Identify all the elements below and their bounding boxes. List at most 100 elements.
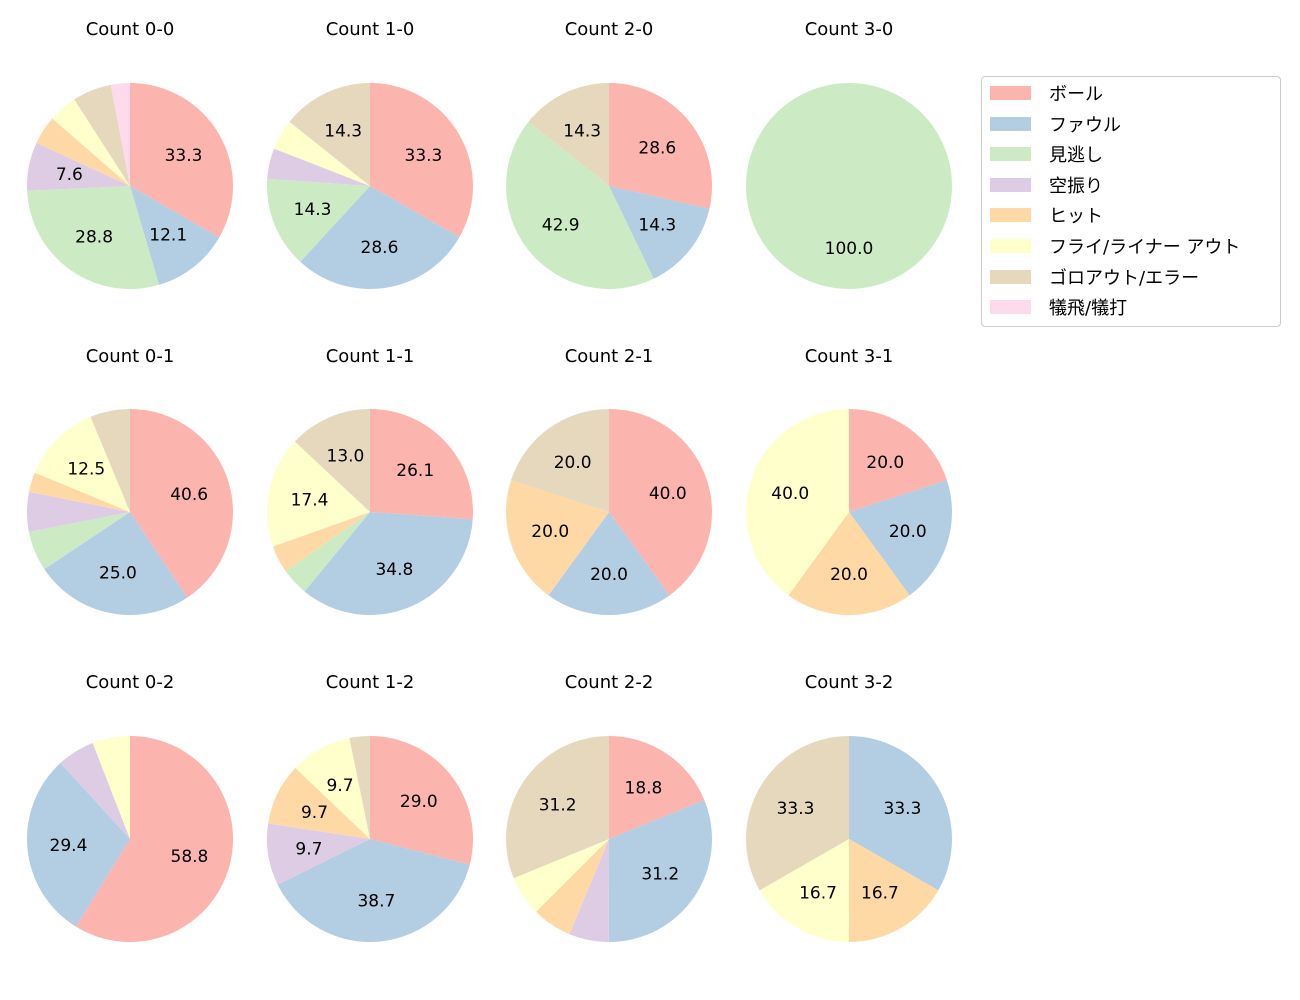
- pie-slice: [513, 839, 609, 912]
- pie-slice: [849, 480, 952, 596]
- pie-slice: [370, 83, 473, 238]
- pie-title: Count 1-0: [326, 19, 415, 40]
- slice-label: 14.3: [294, 200, 332, 220]
- slice-label: 33.3: [777, 799, 815, 819]
- slice-label: 12.1: [149, 226, 187, 246]
- pie-slice: [27, 491, 130, 533]
- slice-label: 14.3: [563, 121, 601, 141]
- pie-slice: [511, 409, 609, 512]
- pie-slice: [27, 763, 130, 927]
- slice-label: 29.4: [50, 836, 88, 856]
- legend-item: 犠飛/犠打: [990, 297, 1128, 320]
- slice-label: 25.0: [99, 564, 137, 584]
- pie-slice: [90, 409, 130, 512]
- pie-chart: Count 1-0 33.3 28.6 14.3 14.3: [266, 19, 473, 289]
- pie-slice: [548, 512, 670, 615]
- pie-title: Count 0-0: [86, 19, 175, 40]
- legend-label: 犠飛/犠打: [1049, 298, 1128, 320]
- pie-chart: Count 3-0 100.0: [746, 19, 952, 289]
- slice-label: 33.3: [884, 799, 922, 819]
- slice-label: 42.9: [542, 216, 580, 236]
- pie-title: Count 3-0: [805, 19, 894, 40]
- pie-slice: [569, 839, 609, 942]
- legend-item: 見逃し: [990, 144, 1103, 167]
- pie-title: Count 2-0: [565, 19, 654, 40]
- legend-label: ヒット: [1049, 206, 1103, 228]
- pie-slice: [609, 83, 712, 209]
- pie-slice: [528, 83, 609, 186]
- legend-swatch: [990, 300, 1031, 315]
- legend-swatch: [990, 177, 1031, 192]
- slice-label: 14.3: [638, 216, 676, 236]
- pie-title: Count 3-1: [805, 346, 894, 367]
- pie-slice: [110, 83, 130, 186]
- slice-label: 40.0: [771, 484, 809, 504]
- slice-label: 31.2: [641, 864, 679, 884]
- legend-label: 見逃し: [1049, 145, 1103, 167]
- legend-label: ファウル: [1049, 114, 1121, 136]
- pie-title: Count 2-1: [565, 346, 654, 367]
- slice-label: 31.2: [539, 796, 577, 816]
- pie-slice: [300, 186, 460, 289]
- pie-slice: [536, 839, 609, 935]
- slice-label: 13.0: [327, 446, 365, 466]
- pie-slice: [746, 409, 849, 596]
- pie-slice: [130, 186, 220, 285]
- pie-slice: [609, 736, 705, 839]
- slice-label: 100.0: [825, 239, 874, 259]
- legend-swatch: [990, 208, 1031, 223]
- pie-slice: [266, 441, 370, 547]
- legend-swatch: [990, 116, 1031, 131]
- pie-slice: [788, 512, 910, 615]
- slice-label: 20.0: [590, 565, 628, 585]
- slice-label: 58.8: [171, 847, 209, 867]
- pie-slice: [75, 736, 234, 942]
- pie-slice: [60, 742, 130, 839]
- slice-label: 20.0: [531, 522, 569, 542]
- slice-label: 14.3: [324, 121, 362, 141]
- slice-label: 20.0: [830, 565, 868, 585]
- pie-slice: [92, 736, 130, 839]
- pie-title: Count 2-2: [565, 672, 654, 693]
- pie-slice: [746, 736, 849, 891]
- pie-slice: [34, 416, 130, 512]
- pie-title: Count 0-2: [86, 672, 175, 693]
- slice-label: 33.3: [165, 146, 203, 166]
- pie-slice: [849, 839, 939, 942]
- pie-chart: Count 1-1 26.1 34.8 17.4 13.0: [266, 346, 474, 615]
- legend-item: ゴロアウト/エラー: [990, 267, 1199, 289]
- pie-slice: [304, 512, 473, 615]
- pie-slice: [849, 736, 952, 891]
- pie-slice: [267, 148, 370, 186]
- pie-slice: [289, 83, 370, 186]
- pie-slice: [27, 186, 160, 289]
- slice-label: 40.0: [649, 484, 687, 504]
- slice-label: 28.8: [75, 227, 113, 247]
- pie-slice: [609, 186, 710, 279]
- slice-label: 28.6: [361, 238, 399, 258]
- pie-slice: [277, 839, 470, 942]
- slice-label: 20.0: [866, 453, 904, 473]
- pie-chart: Count 1-2 29.0 38.7 9.7 9.7 9.7: [267, 672, 473, 942]
- pie-title: Count 0-1: [86, 346, 175, 367]
- pie-chart: Count 3-2 33.3 16.7 16.7 33.3: [746, 672, 952, 943]
- pie-chart: Count 3-1 20.0 20.0 20.0 40.0: [746, 346, 952, 615]
- pie-title: Count 1-2: [326, 672, 415, 693]
- slice-label: 26.1: [396, 461, 434, 481]
- pie-slice: [274, 121, 370, 186]
- slice-label: 20.0: [554, 453, 592, 473]
- pie-slice: [52, 99, 130, 186]
- slice-label: 7.6: [56, 165, 83, 185]
- slice-label: 29.0: [400, 792, 438, 812]
- pie-slice: [759, 839, 849, 943]
- slice-label: 33.3: [405, 146, 443, 166]
- slice-label: 17.4: [291, 490, 329, 510]
- pie-chart: Count 2-2 18.8 31.2 31.2: [505, 672, 712, 942]
- pie-slice: [609, 409, 713, 596]
- slice-label: 12.5: [67, 459, 105, 479]
- slice-label: 20.0: [889, 522, 927, 542]
- pie-slice: [370, 409, 474, 520]
- pie-slice: [267, 823, 370, 885]
